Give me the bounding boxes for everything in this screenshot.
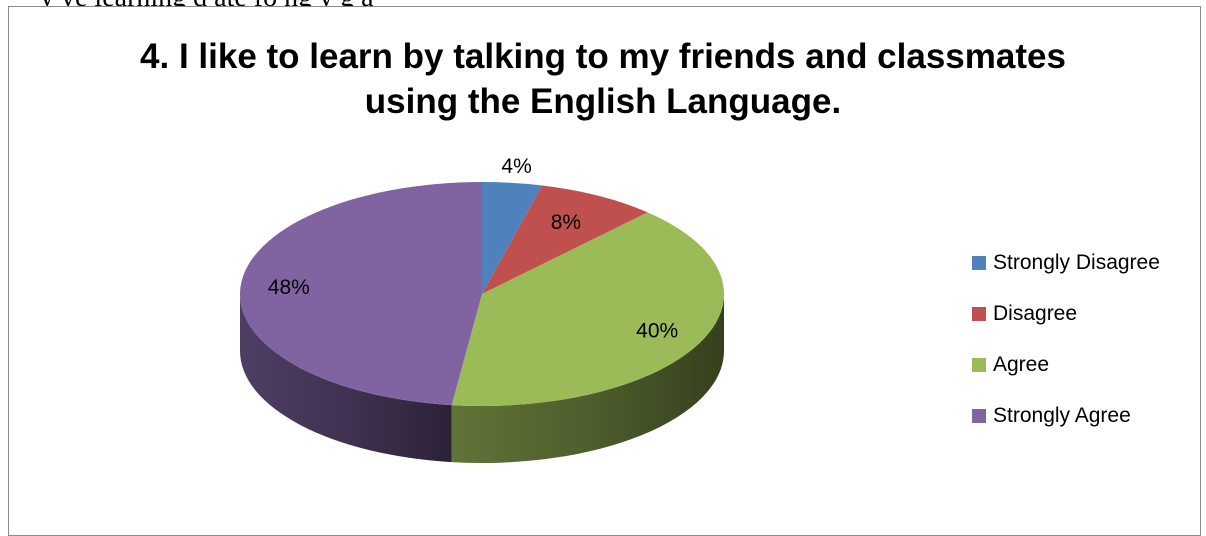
legend-swatch-strongly-agree bbox=[972, 408, 986, 423]
pie-sides bbox=[240, 294, 724, 463]
legend-label-agree: Agree bbox=[993, 352, 1050, 376]
legend-item-strongly-disagree: Strongly Disagree bbox=[972, 237, 1160, 288]
chart-title-line-2: using the English Language. bbox=[364, 82, 842, 121]
chart-title: 4. I like to learn by talking to my frie… bbox=[0, 34, 1206, 124]
pie-slice-strongly-agree bbox=[239, 182, 482, 406]
legend-item-strongly-agree: Strongly Agree bbox=[972, 390, 1160, 441]
legend-label-strongly-disagree: Strongly Disagree bbox=[993, 250, 1160, 274]
data-label-agree: 40% bbox=[636, 320, 678, 343]
legend-swatch-agree bbox=[972, 357, 986, 372]
legend-swatch-strongly-disagree bbox=[972, 255, 986, 270]
legend-label-strongly-agree: Strongly Agree bbox=[993, 403, 1131, 427]
data-label-strongly-agree: 48% bbox=[268, 276, 310, 299]
pie-slice-disagree bbox=[482, 185, 648, 294]
chart-legend: Strongly Disagree Disagree Agree Strongl… bbox=[972, 237, 1160, 441]
pie-slice-strongly-disagree bbox=[482, 182, 543, 294]
data-label-strongly-disagree: 4% bbox=[501, 155, 531, 178]
legend-item-disagree: Disagree bbox=[972, 288, 1160, 339]
legend-label-disagree: Disagree bbox=[993, 301, 1078, 325]
pie-slice-agree bbox=[451, 212, 725, 406]
legend-item-agree: Agree bbox=[972, 339, 1160, 390]
pie-side-agree bbox=[451, 294, 724, 463]
pie-labels: 4% 8% 40% 48% bbox=[268, 155, 678, 343]
pie-top bbox=[239, 182, 725, 406]
data-label-disagree: 8% bbox=[551, 211, 581, 234]
legend-swatch-disagree bbox=[972, 306, 986, 321]
pie-chart: 4% 8% 40% 48% bbox=[239, 155, 725, 463]
pie-side-strongly-agree bbox=[240, 294, 452, 463]
chart-title-line-1: 4. I like to learn by talking to my frie… bbox=[140, 37, 1066, 76]
